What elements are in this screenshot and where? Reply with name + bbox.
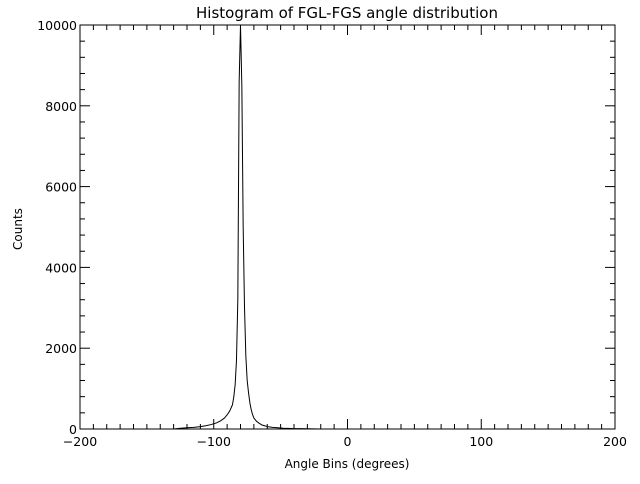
histogram-bin-point: [210, 424, 211, 425]
histogram-bin-point: [272, 427, 273, 428]
histogram-bin-point: [320, 428, 321, 429]
histogram-bin-point: [293, 428, 294, 429]
histogram-bin-point: [173, 428, 174, 429]
histogram-bin-point: [288, 428, 289, 429]
histogram-bin-point: [216, 422, 217, 423]
histogram-bin-point: [251, 409, 252, 410]
histogram-bin-point: [247, 380, 248, 381]
histogram-bin-point: [252, 414, 253, 415]
x-tick-label: 200: [603, 434, 627, 449]
histogram-bin-point: [237, 299, 238, 300]
series-layer: [173, 24, 321, 430]
histogram-bin-point: [313, 428, 314, 429]
histogram-bin-point: [259, 423, 260, 424]
histogram-bin-point: [300, 428, 301, 429]
histogram-bin-point: [277, 427, 278, 428]
histogram-bin-point: [233, 396, 234, 397]
histogram-bin-point: [256, 421, 257, 422]
histogram-bin-point: [307, 428, 308, 429]
axis-ticks: [79, 24, 616, 430]
histogram-bin-point: [253, 417, 254, 418]
histogram-bin-point: [283, 428, 284, 429]
histogram-bin-point: [193, 427, 194, 428]
y-tick-label: 0: [69, 422, 77, 437]
histogram-bin-point: [227, 414, 228, 415]
histogram-bin-point: [245, 356, 246, 357]
y-tick-label: 10000: [37, 18, 77, 33]
x-tick-label: 100: [469, 434, 493, 449]
x-axis-label: Angle Bins (degrees): [285, 457, 410, 471]
histogram-bin-point: [248, 392, 249, 393]
x-tick-label: 0: [344, 434, 352, 449]
histogram-bin-point: [243, 226, 244, 227]
y-tick-label: 4000: [45, 260, 77, 275]
histogram-bin-point: [264, 425, 265, 426]
y-tick-label: 8000: [45, 99, 77, 114]
histogram-series-line: [173, 24, 321, 430]
histogram-bin-point: [186, 427, 187, 428]
histogram-bin-point: [267, 426, 268, 427]
histogram-bin-point: [240, 24, 241, 25]
histogram-bin-point: [232, 404, 233, 405]
histogram-bin-point: [261, 424, 262, 425]
histogram-bin-point: [200, 426, 201, 427]
histogram-bin-point: [220, 420, 221, 421]
histogram-bin-point: [244, 307, 245, 308]
x-tick-label: −200: [63, 434, 97, 449]
histogram-bin-point: [249, 402, 250, 403]
histogram-bin-point: [241, 85, 242, 86]
y-axis-label: Counts: [11, 208, 25, 250]
chart-title: Histogram of FGL-FGS angle distribution: [196, 4, 498, 22]
histogram-bin-point: [235, 384, 236, 385]
histogram-bin-point: [224, 417, 225, 418]
histogram-bin-point: [180, 428, 181, 429]
y-tick-label: 2000: [45, 341, 77, 356]
x-tick-label: −100: [197, 434, 231, 449]
histogram-bin-point: [229, 410, 230, 411]
histogram-bin-point: [236, 360, 237, 361]
histogram-bin-point: [205, 425, 206, 426]
histogram-bin-point: [239, 81, 240, 82]
plot-frame: [79, 24, 616, 430]
y-tick-label: 6000: [45, 180, 77, 195]
